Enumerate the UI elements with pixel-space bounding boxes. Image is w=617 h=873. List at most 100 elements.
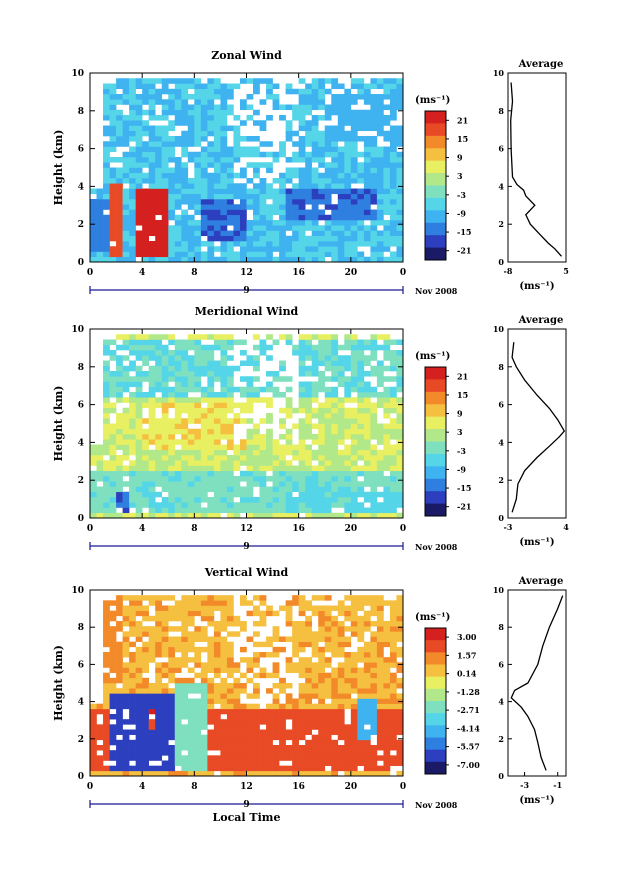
heatmap-cell bbox=[174, 141, 182, 147]
heatmap-cell bbox=[376, 502, 384, 508]
heatmap-cell bbox=[363, 439, 371, 445]
heatmap-cell bbox=[181, 755, 189, 761]
heatmap-cell bbox=[383, 241, 391, 247]
profile-line bbox=[510, 595, 564, 771]
profile-x-tick-label: 4 bbox=[563, 522, 569, 532]
heatmap-cell bbox=[168, 225, 176, 231]
heatmap-cell bbox=[103, 220, 110, 226]
heatmap-cell bbox=[285, 220, 293, 226]
heatmap-cell bbox=[337, 714, 345, 720]
heatmap-cell bbox=[103, 183, 110, 189]
heatmap-cell bbox=[142, 497, 149, 503]
heatmap-cell bbox=[324, 418, 332, 424]
heatmap-cell bbox=[337, 662, 345, 668]
heatmap-cell bbox=[272, 491, 280, 498]
heatmap-cell bbox=[233, 719, 241, 725]
heatmap-cell bbox=[324, 397, 332, 403]
heatmap-cell bbox=[200, 392, 208, 398]
heatmap-cell bbox=[161, 104, 169, 111]
heatmap-cell bbox=[389, 672, 397, 679]
heatmap-cell bbox=[279, 449, 286, 456]
heatmap-cell bbox=[200, 745, 208, 751]
heatmap-cell bbox=[155, 146, 163, 153]
heatmap-cell bbox=[116, 719, 123, 725]
heatmap-cell bbox=[142, 750, 149, 756]
heatmap-cell bbox=[396, 502, 404, 508]
heatmap-cell bbox=[324, 703, 332, 710]
heatmap-cell bbox=[298, 188, 306, 195]
heatmap-cell bbox=[161, 703, 169, 710]
heatmap-cell bbox=[155, 225, 163, 231]
heatmap-cell bbox=[259, 460, 267, 466]
heatmap-cell bbox=[129, 136, 136, 142]
heatmap-cell bbox=[350, 688, 358, 694]
heatmap-cell bbox=[311, 130, 319, 137]
heatmap-cell bbox=[253, 672, 260, 679]
heatmap-cell bbox=[298, 734, 306, 741]
heatmap-cell bbox=[376, 120, 384, 126]
heatmap-cell bbox=[383, 334, 391, 340]
heatmap-cell bbox=[213, 657, 221, 663]
heatmap-cell bbox=[389, 204, 397, 210]
heatmap-cell bbox=[246, 418, 254, 424]
heatmap-cell bbox=[142, 193, 149, 200]
heatmap-cell bbox=[109, 631, 117, 637]
heatmap-cell bbox=[318, 344, 326, 351]
heatmap-cell bbox=[389, 104, 397, 111]
heatmap-cell bbox=[233, 512, 241, 519]
heatmap-cell bbox=[207, 652, 215, 658]
heatmap-cell bbox=[363, 162, 371, 168]
heatmap-cell bbox=[155, 178, 163, 184]
heatmap-cell bbox=[363, 460, 371, 466]
heatmap-cell bbox=[122, 512, 130, 519]
heatmap-cell bbox=[337, 99, 345, 105]
heatmap-cell bbox=[324, 734, 332, 741]
heatmap-cell bbox=[200, 136, 208, 142]
heatmap-cell bbox=[116, 115, 123, 121]
heatmap-cell bbox=[239, 449, 247, 456]
heatmap-cell bbox=[305, 497, 313, 503]
heatmap-cell bbox=[383, 677, 391, 684]
heatmap-cell bbox=[122, 470, 130, 477]
heatmap-cell bbox=[376, 631, 384, 637]
heatmap-cell bbox=[200, 750, 208, 756]
heatmap-cell bbox=[155, 94, 163, 100]
heatmap-cell bbox=[357, 151, 365, 158]
heatmap-cell bbox=[239, 672, 247, 679]
heatmap-cell bbox=[122, 172, 130, 179]
heatmap-cell bbox=[318, 178, 326, 184]
heatmap-cell bbox=[253, 241, 260, 247]
heatmap-cell bbox=[396, 407, 404, 414]
heatmap-cell bbox=[226, 365, 234, 372]
colorbar-segment bbox=[425, 235, 446, 248]
heatmap-cell bbox=[220, 641, 228, 648]
heatmap-cell bbox=[109, 83, 117, 90]
heatmap-cell bbox=[318, 407, 326, 414]
heatmap-cell bbox=[161, 151, 169, 158]
heatmap-cell bbox=[135, 402, 143, 409]
heatmap-cell bbox=[174, 365, 182, 372]
heatmap-cell bbox=[259, 439, 267, 445]
heatmap-cell bbox=[389, 125, 397, 132]
heatmap-cell bbox=[207, 719, 215, 725]
heatmap-cell bbox=[298, 444, 306, 451]
heatmap-cell bbox=[194, 151, 202, 158]
heatmap-cell bbox=[285, 125, 293, 132]
heatmap-cell bbox=[370, 507, 378, 514]
heatmap-cell bbox=[350, 94, 358, 100]
heatmap-cell bbox=[187, 739, 195, 746]
heatmap-cell bbox=[376, 449, 384, 456]
heatmap-cell bbox=[246, 220, 254, 226]
heatmap-cell bbox=[103, 99, 110, 105]
heatmap-cell bbox=[200, 724, 208, 730]
heatmap-cell bbox=[259, 765, 267, 772]
heatmap-cell bbox=[324, 104, 332, 111]
heatmap-cell bbox=[337, 220, 345, 226]
heatmap-cell bbox=[331, 465, 339, 472]
heatmap-cell bbox=[226, 698, 234, 704]
heatmap-cell bbox=[200, 672, 208, 679]
heatmap-cell bbox=[116, 136, 123, 142]
heatmap-cell bbox=[226, 397, 234, 403]
heatmap-cell bbox=[318, 151, 326, 158]
heatmap-cell bbox=[207, 230, 215, 237]
